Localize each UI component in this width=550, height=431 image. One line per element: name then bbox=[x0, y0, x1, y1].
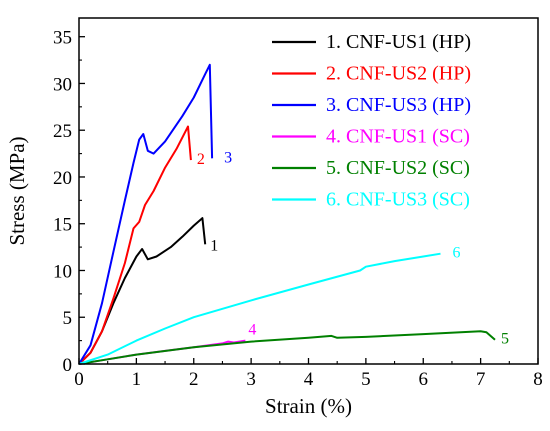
legend-label: 6. CNF-US3 (SC) bbox=[326, 189, 470, 211]
legend-label: 2. CNF-US2 (HP) bbox=[326, 63, 471, 85]
x-tick-label: 7 bbox=[476, 369, 486, 390]
legend-label: 1. CNF-US1 (HP) bbox=[326, 31, 471, 53]
curve-end-label: 1 bbox=[210, 237, 218, 254]
x-tick-label: 6 bbox=[419, 369, 429, 390]
y-tick-label: 10 bbox=[53, 261, 72, 282]
curve-end-label: 5 bbox=[501, 331, 509, 348]
x-tick-label: 2 bbox=[189, 369, 199, 390]
curve-end-label: 4 bbox=[248, 322, 256, 339]
legend-label: 3. CNF-US3 (HP) bbox=[326, 94, 471, 116]
x-tick-label: 3 bbox=[246, 369, 256, 390]
curve-end-label: 2 bbox=[197, 151, 205, 168]
x-tick-label: 4 bbox=[304, 369, 314, 390]
y-tick-label: 20 bbox=[53, 168, 72, 189]
series-line-2 bbox=[78, 125, 192, 365]
series-curves bbox=[78, 63, 496, 365]
y-tick-label: 5 bbox=[63, 308, 73, 329]
y-tick-label: 25 bbox=[53, 121, 72, 142]
series-line-3 bbox=[78, 63, 214, 365]
series-line-1 bbox=[78, 217, 207, 365]
series-line-6 bbox=[78, 252, 441, 365]
y-tick-label: 0 bbox=[63, 355, 73, 376]
y-axis: 0 5 10 15 20 25 30 35 bbox=[53, 28, 85, 376]
x-tick-label: 8 bbox=[533, 369, 543, 390]
series-line-5 bbox=[78, 330, 496, 365]
x-tick-label: 0 bbox=[74, 369, 84, 390]
legend-label: 5. CNF-US2 (SC) bbox=[326, 157, 470, 179]
curve-end-label: 6 bbox=[452, 245, 460, 262]
y-tick-label: 35 bbox=[53, 28, 72, 49]
x-tick-label: 5 bbox=[361, 369, 371, 390]
x-axis: 0 1 2 3 4 5 6 7 8 bbox=[74, 358, 543, 390]
curve-end-label: 3 bbox=[224, 149, 232, 166]
x-tick-label: 1 bbox=[132, 369, 142, 390]
y-axis-title: Stress (MPa) bbox=[5, 136, 29, 245]
y-tick-label: 15 bbox=[53, 215, 72, 236]
curve-end-labels: 1 2 3 4 5 6 bbox=[197, 149, 509, 347]
legend: 1. CNF-US1 (HP) 2. CNF-US2 (HP) 3. CNF-US3… bbox=[272, 31, 471, 211]
x-axis-title: Strain (%) bbox=[265, 394, 352, 418]
legend-label: 4. CNF-US1 (SC) bbox=[326, 126, 470, 148]
y-tick-label: 30 bbox=[53, 74, 72, 95]
